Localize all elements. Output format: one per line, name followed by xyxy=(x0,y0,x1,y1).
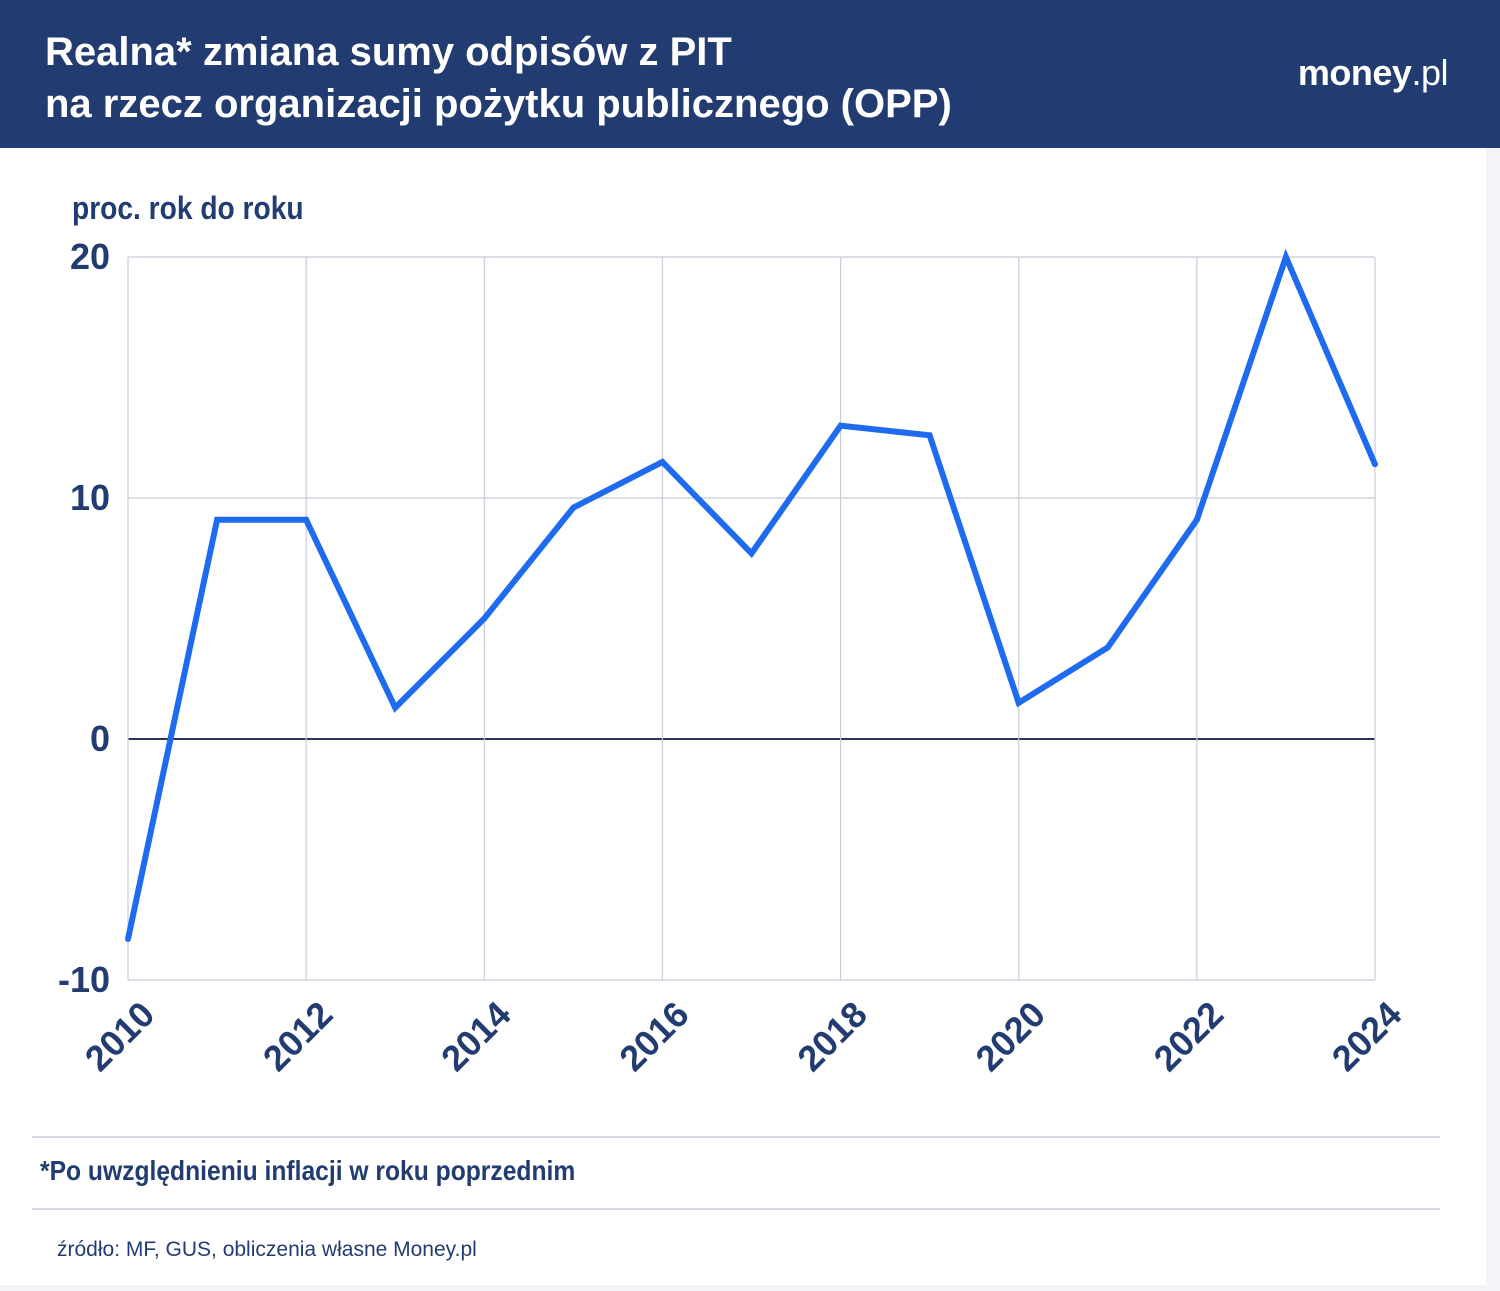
logo-main: money xyxy=(1297,52,1412,93)
x-tick-label: 2024 xyxy=(1324,993,1410,1079)
x-tick-label: 2018 xyxy=(789,993,875,1079)
divider-top xyxy=(32,1136,1440,1138)
data-point xyxy=(1372,461,1378,468)
y-axis-label: proc. rok do roku xyxy=(72,190,304,226)
header: Realna* zmiana sumy odpisów z PIT na rze… xyxy=(0,0,1500,148)
x-tick-label: 2010 xyxy=(77,993,163,1079)
x-tick-label: 2014 xyxy=(433,993,519,1079)
data-point xyxy=(214,516,221,523)
x-tick-label: 2022 xyxy=(1146,993,1232,1079)
footnote: *Po uwzględnieniu inflacji w roku poprze… xyxy=(40,1155,576,1186)
y-tick-label: -10 xyxy=(58,959,110,1000)
money-pl-logo: money.pl xyxy=(1297,52,1449,94)
data-point xyxy=(1104,644,1111,651)
data-point xyxy=(125,936,131,943)
data-point xyxy=(303,516,310,523)
logo-suffix: .pl xyxy=(1411,52,1448,93)
x-tick-label: 2012 xyxy=(255,993,341,1079)
y-tick-labels: 20 10 0 -10 xyxy=(58,236,110,1000)
divider-bottom xyxy=(32,1208,1440,1210)
data-point xyxy=(837,422,844,429)
x-tick-label: 2016 xyxy=(611,993,697,1079)
data-point xyxy=(659,458,666,465)
data-point xyxy=(926,432,933,439)
chart-grid xyxy=(127,256,1376,981)
y-tick-label: 0 xyxy=(90,718,110,759)
title-line-1: Realna* zmiana sumy odpisów z PIT xyxy=(45,30,732,74)
chart-title: Realna* zmiana sumy odpisów z PIT na rze… xyxy=(45,26,952,130)
data-point xyxy=(481,615,488,622)
source-note: źródło: MF, GUS, obliczenia własne Money… xyxy=(57,1238,477,1261)
y-tick-label: 20 xyxy=(70,236,110,277)
x-tick-label: 2020 xyxy=(967,993,1053,1079)
data-point xyxy=(392,704,399,711)
frame-edge-bottom xyxy=(0,1285,1500,1291)
data-point xyxy=(1193,516,1200,523)
data-point xyxy=(748,550,755,557)
chart-series xyxy=(125,248,1378,943)
title-line-2: na rzecz organizacji pożytku publicznego… xyxy=(45,82,952,126)
y-tick-label: 10 xyxy=(70,477,110,518)
x-tick-labels: 2010 2012 2014 2016 2018 2020 2022 2024 xyxy=(77,993,1410,1079)
data-point xyxy=(1015,699,1022,706)
frame-edge-right xyxy=(1486,148,1500,1291)
series-line xyxy=(125,248,1378,940)
data-point xyxy=(570,504,577,511)
data-point xyxy=(1282,254,1289,260)
